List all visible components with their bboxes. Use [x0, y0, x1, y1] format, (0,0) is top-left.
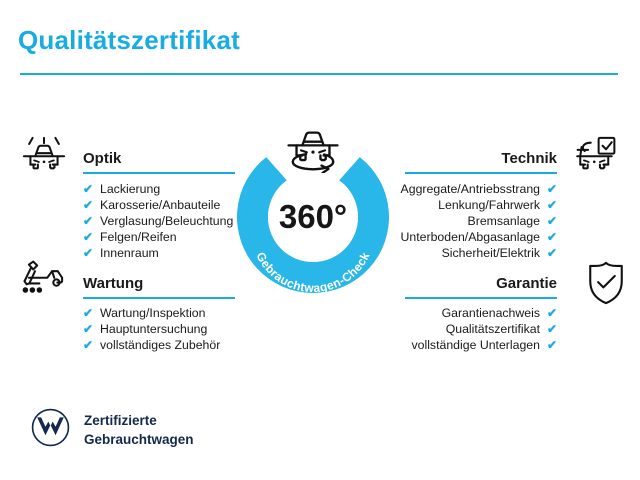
svg-text:360°: 360° — [279, 198, 347, 235]
